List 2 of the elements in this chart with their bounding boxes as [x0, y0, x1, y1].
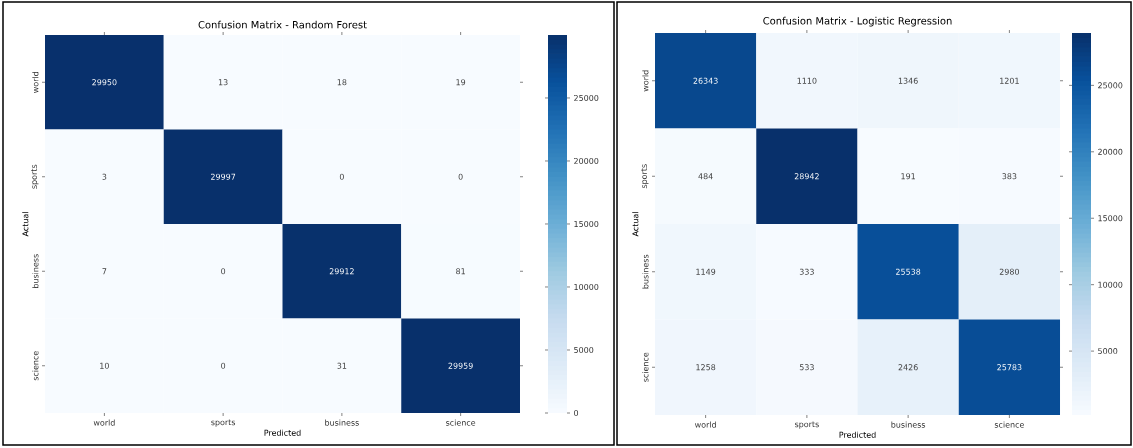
- chart-title: Confusion Matrix - Logistic Regression: [763, 16, 952, 27]
- chart-title: Confusion Matrix - Random Forest: [198, 20, 367, 29]
